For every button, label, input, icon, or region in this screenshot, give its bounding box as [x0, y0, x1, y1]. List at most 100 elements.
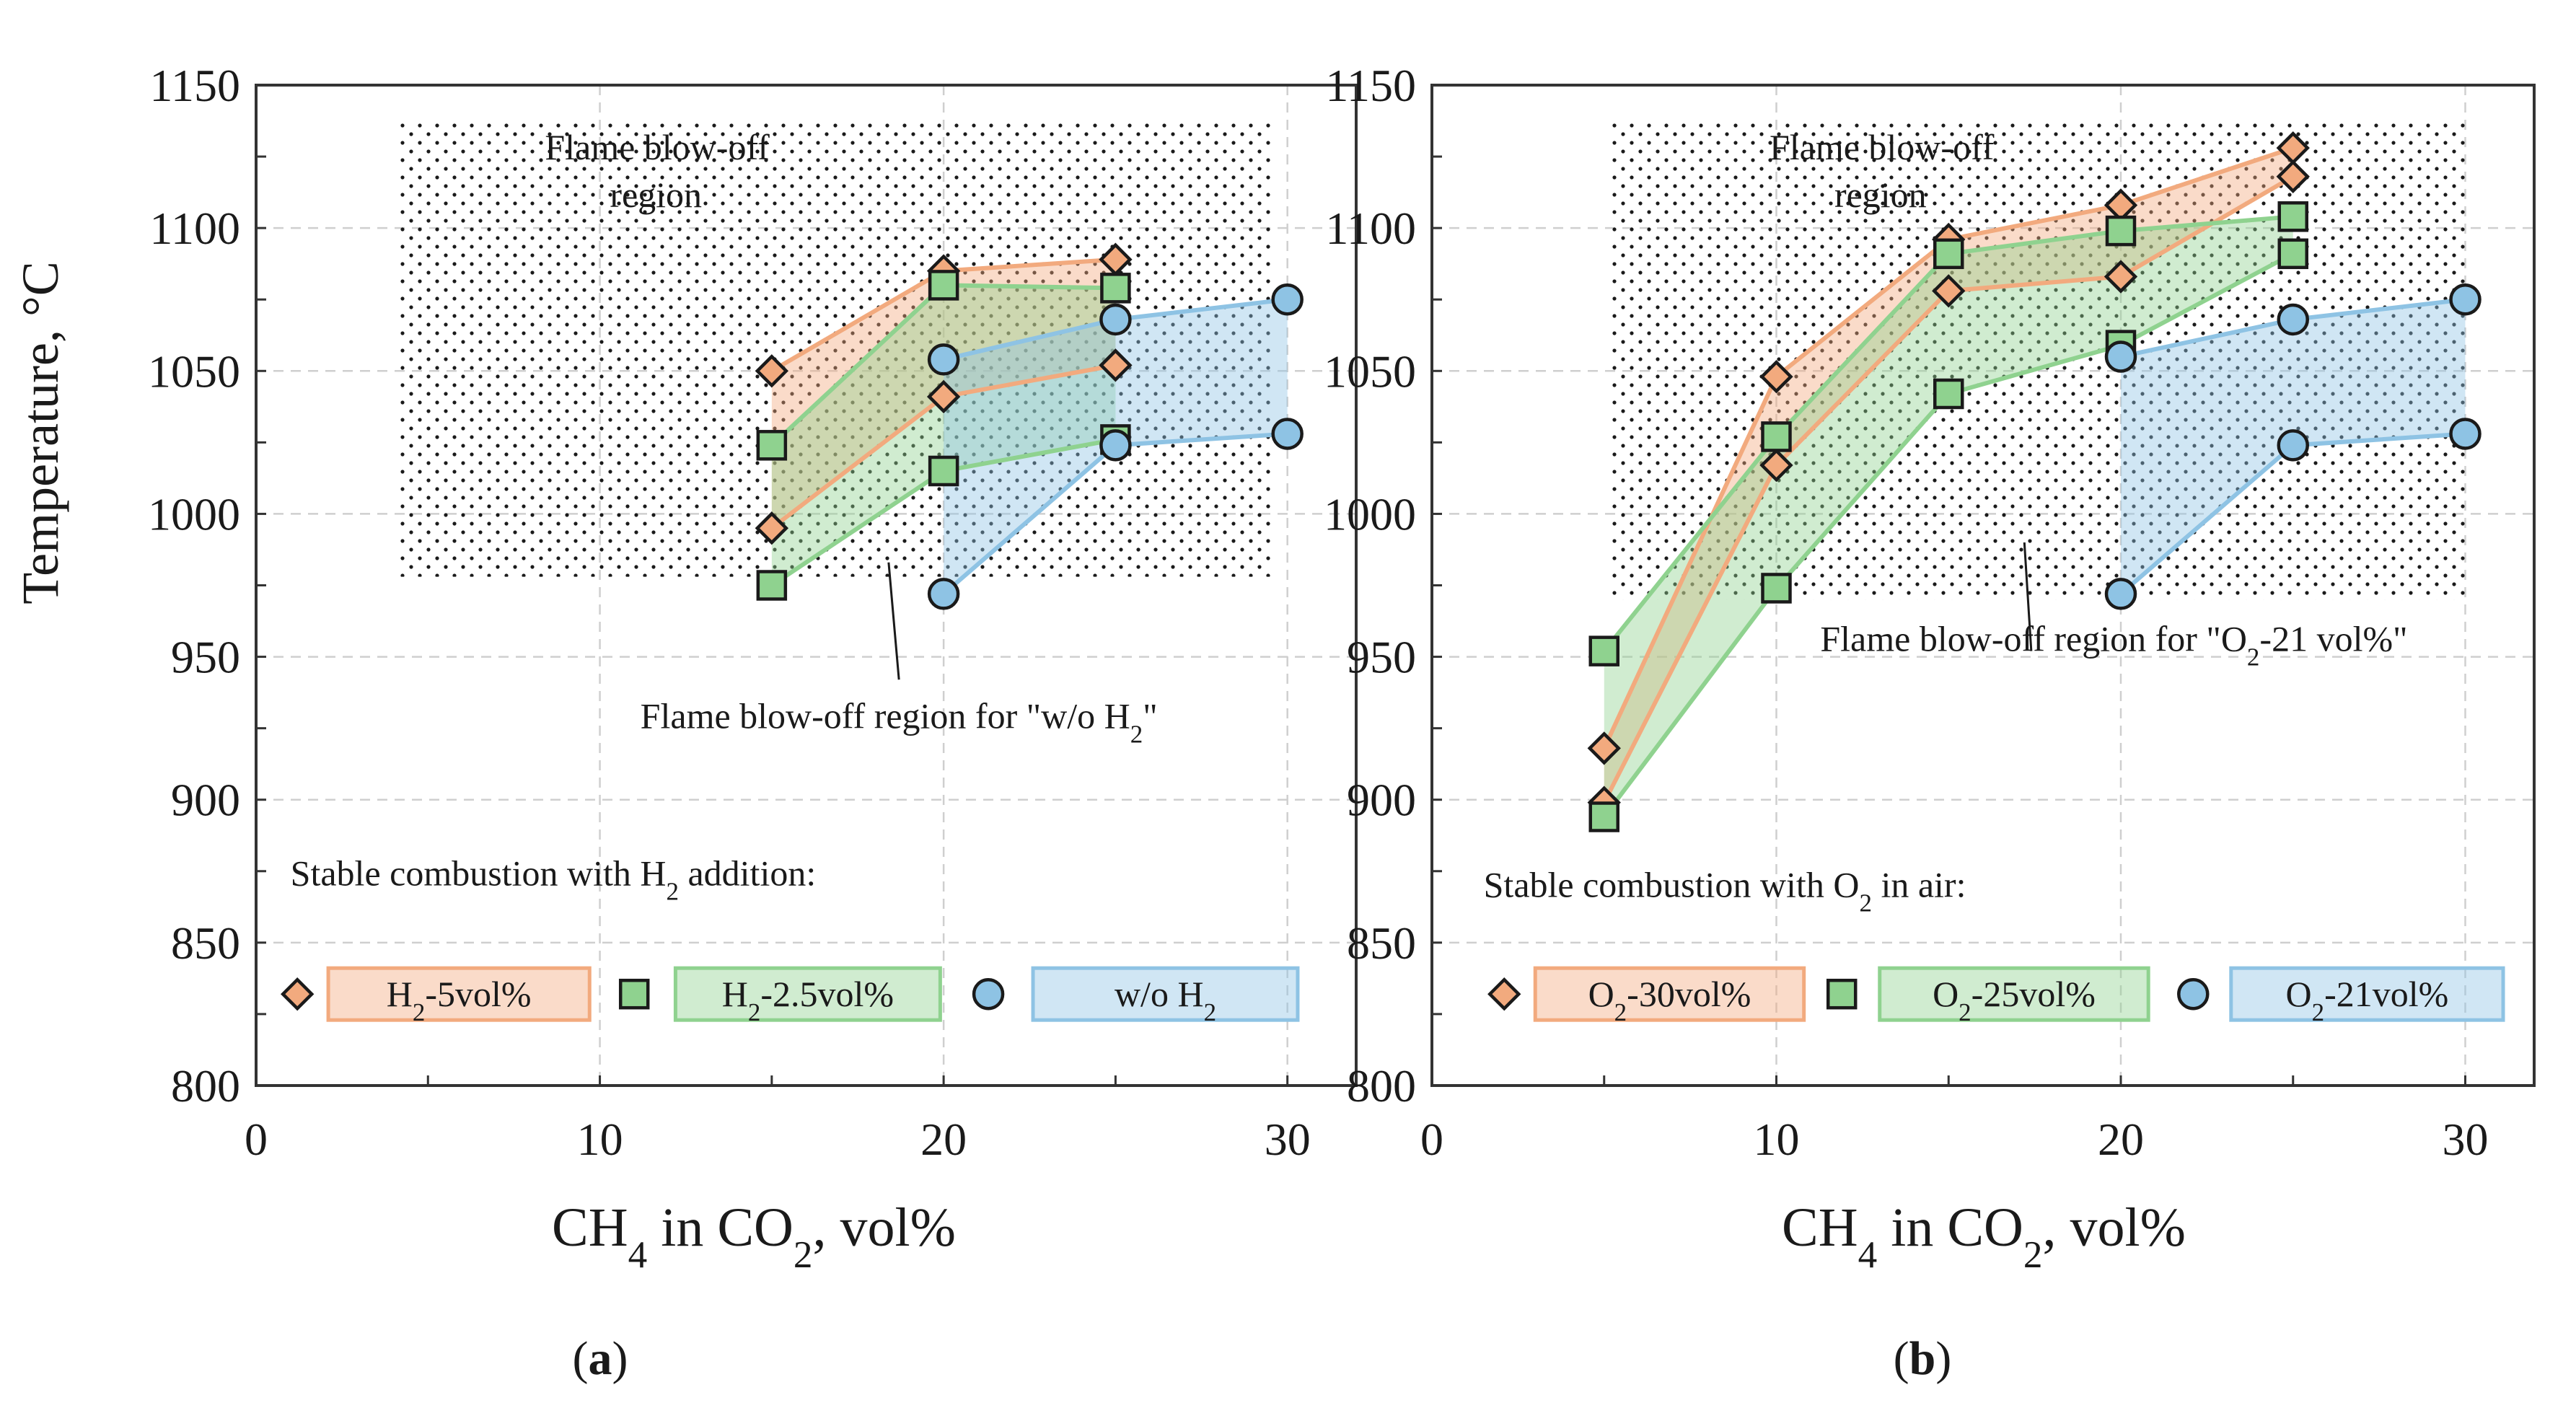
- legend-marker: [2177, 977, 2210, 1011]
- legend-swatch: [1878, 966, 2150, 1022]
- legend-label-part: -30vol%: [1627, 974, 1751, 1014]
- y-tick-label: 1150: [149, 60, 240, 111]
- legend-swatch: [1533, 966, 1806, 1022]
- y-tick-label: 1050: [148, 345, 240, 397]
- y-tick-label: 900: [1347, 775, 1416, 826]
- callout-line: [2023, 542, 2033, 651]
- panel-label-open: (: [573, 1332, 589, 1385]
- data-point: [1099, 303, 1132, 336]
- data-point: [1759, 360, 1793, 394]
- blowoff-region-dots: [400, 119, 1274, 577]
- panel-label-open: (: [1894, 1332, 1909, 1385]
- legend-marker: [972, 977, 1005, 1011]
- callout-label-part: 2: [2247, 643, 2260, 671]
- legend-title: Stable combustion with H2 addition:: [291, 853, 817, 906]
- legend-swatch: [1031, 966, 1300, 1022]
- region-label: region: [1834, 175, 1927, 215]
- legend-marker: [618, 978, 650, 1010]
- legend-label-part: 2: [1204, 998, 1217, 1026]
- legend-label-part: 2: [413, 998, 426, 1026]
- legend-label-part: -25vol%: [1971, 974, 2096, 1014]
- legend-marker: [1487, 977, 1521, 1011]
- data-point: [1099, 429, 1132, 462]
- blowoff-region: [400, 119, 1274, 577]
- y-tick-label: 900: [171, 775, 240, 826]
- panel-b: 800 850 900 950 1000 1050 1100 1150 0 10 20 30 CH4 i…: [1324, 60, 2536, 1385]
- data-point: [1932, 274, 1966, 308]
- series-band-2: [2121, 299, 2466, 594]
- panel-a: 800 850 900 950 1000 1050 1100 1150 0 10 20 30 CH4 i…: [148, 60, 1358, 1385]
- legend-swatch: [2229, 966, 2505, 1022]
- legend-title-part: Stable combustion with O: [1484, 864, 1860, 904]
- x-tick-label: 20: [2098, 1114, 2144, 1165]
- legend-swatch: [326, 966, 592, 1022]
- y-tick-label: 850: [171, 917, 240, 969]
- x-axis-label: CH4 in CO2, vol%: [552, 1197, 956, 1276]
- data-point: [756, 430, 788, 461]
- legend-label-part: O: [2286, 974, 2312, 1014]
- callout-label-part: 2: [1130, 720, 1143, 748]
- data-point: [756, 570, 788, 601]
- legend-title-part: in air:: [1872, 864, 1966, 904]
- y-tick-label: 1050: [1324, 345, 1416, 397]
- legend-label: O2-30vol%: [1588, 974, 1751, 1026]
- data-point: [1933, 378, 1964, 410]
- legend-label-part: 2: [1959, 998, 1971, 1026]
- data-point: [1761, 573, 1792, 604]
- x-tick-label: 0: [245, 1114, 268, 1165]
- data-point: [2104, 578, 2137, 610]
- legend-item-1: O2-25vol%: [1826, 966, 2150, 1026]
- callout-label-part: Flame blow-off region for "w/o H: [641, 696, 1130, 736]
- legend-label-part: -5vol%: [425, 974, 531, 1014]
- data-point: [1271, 283, 1304, 316]
- data-point: [2449, 418, 2482, 450]
- x-axis-label-part: , vol%: [2043, 1197, 2186, 1258]
- x-axis-label-part: 4: [1858, 1233, 1878, 1276]
- data-point: [755, 511, 789, 545]
- legend-item-2: O2-21vol%: [2177, 966, 2505, 1026]
- data-point: [2104, 260, 2138, 294]
- series-band-1: [1604, 216, 2293, 817]
- legend-label: w/o H2: [1115, 974, 1216, 1026]
- x-tick-label: 0: [1420, 1114, 1443, 1165]
- x-axis-label-part: in CO: [1877, 1197, 2023, 1258]
- legend-label-part: w/o H: [1115, 974, 1204, 1014]
- data-point: [1099, 348, 1133, 382]
- callout-label: Flame blow-off region for "w/o H2": [641, 696, 1158, 748]
- x-axis-label-part: 2: [2023, 1233, 2043, 1276]
- y-tick-label: 950: [1347, 632, 1416, 683]
- legend-label-part: O: [1933, 974, 1959, 1014]
- data-point: [927, 578, 960, 610]
- data-point: [1588, 635, 1619, 666]
- data-point: [2277, 303, 2309, 336]
- data-point: [1933, 238, 1964, 270]
- data-point: [926, 379, 961, 414]
- legend-label-part: -21vol%: [2324, 974, 2448, 1014]
- y-axis-label: Temperature, °C: [12, 261, 69, 604]
- legend-item-2: w/o H2: [972, 966, 1300, 1026]
- callout-label-part: -21 vol%": [2259, 619, 2407, 659]
- legend-label-part: 2: [1614, 998, 1627, 1026]
- panel-label-close: ): [612, 1332, 628, 1385]
- callout-label-part: ": [1143, 696, 1157, 736]
- legend-title-part: 2: [1859, 889, 1872, 917]
- legend-swatch: [673, 966, 942, 1022]
- legend-marker: [1826, 978, 1858, 1010]
- legend-title-part: 2: [666, 877, 679, 905]
- panel-label: (a): [573, 1332, 628, 1385]
- legend-item-0: O2-30vol%: [1487, 966, 1806, 1026]
- data-point: [2105, 215, 2137, 247]
- series-band-1: [771, 285, 1116, 586]
- data-point: [2277, 238, 2308, 270]
- legend-label: H2-2.5vol%: [722, 974, 894, 1026]
- legend-item-0: H2-5vol%: [281, 966, 592, 1026]
- data-point: [1588, 801, 1619, 832]
- y-tick-label: 1100: [1325, 203, 1416, 254]
- legend-label-part: 2: [2312, 998, 2325, 1026]
- legend-label-part: 2: [748, 998, 761, 1026]
- callout-line: [887, 562, 900, 680]
- y-tick-label: 1000: [148, 488, 240, 540]
- legend-label: O2-21vol%: [2286, 974, 2449, 1026]
- x-axis-label: CH4 in CO2, vol%: [1782, 1197, 2186, 1276]
